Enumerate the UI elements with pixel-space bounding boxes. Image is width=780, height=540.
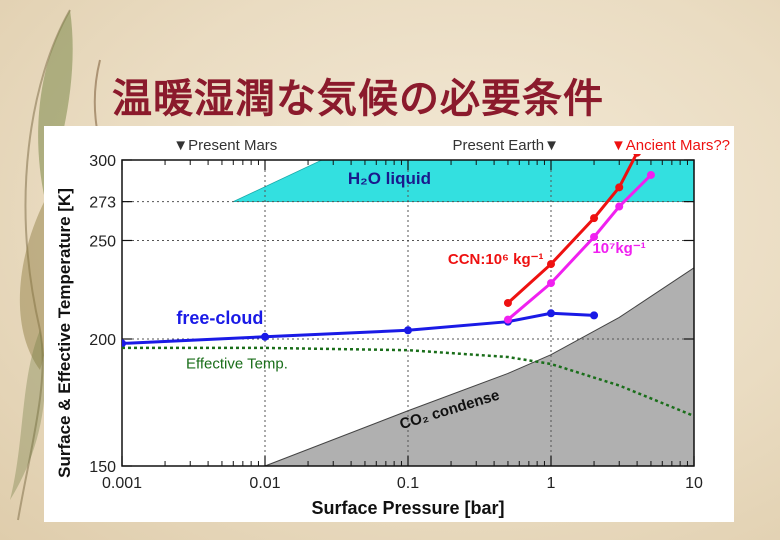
y-tick-label: 200 (89, 332, 116, 349)
chart-regions (233, 159, 695, 467)
top-marker-label: Present Earth▼ (452, 137, 559, 154)
h2o-liquid-region (233, 159, 695, 203)
series-point (646, 170, 655, 179)
x-tick-label: 1 (547, 475, 556, 492)
series-point (590, 214, 599, 223)
annotation-effective-temp: Effective Temp. (186, 356, 288, 373)
series-point (590, 311, 599, 320)
chart-axes: 0.001 0.01 0.1 1 10 150 200 250 273 300 Surface Pr… (55, 153, 703, 518)
chart-series (122, 154, 694, 418)
x-tick-label: 10 (685, 475, 703, 492)
y-tick-label: 250 (89, 233, 116, 250)
series-line (122, 346, 694, 418)
series-point (547, 279, 555, 288)
x-tick-label: 0.01 (249, 475, 280, 492)
series-point (261, 332, 269, 341)
annotation-ccn-1e7: 10⁷kg⁻¹ (592, 240, 645, 257)
x-axis-title: Surface Pressure [bar] (311, 498, 504, 518)
annotation-free-cloud: free-cloud (176, 308, 263, 328)
y-tick-label: 150 (89, 459, 116, 476)
series-point (590, 232, 599, 241)
top-marker-label: ▼Present Mars (173, 137, 277, 154)
y-tick-label: 300 (89, 153, 116, 170)
y-axis-title: Surface & Effective Temperature [K] (55, 188, 74, 478)
x-tick-label: 0.001 (102, 475, 142, 492)
slide-title: 温暖湿潤な気候の必要条件 (112, 76, 604, 122)
series-point (615, 183, 624, 192)
series-point (503, 298, 512, 307)
annotation-ccn-1e6: CCN:10⁶ kg⁻¹ (448, 251, 544, 268)
series-point (404, 326, 412, 335)
series-point (547, 260, 555, 269)
series-line (122, 311, 595, 345)
series-point (547, 309, 555, 318)
series-point (503, 315, 512, 324)
chart-panel: 0.001 0.01 0.1 1 10 150 200 250 273 300 Surface Pr… (44, 126, 734, 522)
series-point (633, 154, 641, 157)
series-point (122, 339, 126, 348)
top-marker-label: ▼Ancient Mars?? (611, 137, 730, 154)
co2-condense-region (264, 266, 695, 467)
annotation-h2o-liquid: H₂O liquid (348, 169, 431, 188)
series-clip-group (122, 154, 694, 418)
y-tick-label: 273 (89, 195, 116, 212)
series-point (615, 202, 624, 211)
chart: 0.001 0.01 0.1 1 10 150 200 250 273 300 Surface Pr… (55, 137, 730, 518)
x-tick-label: 0.1 (397, 475, 419, 492)
